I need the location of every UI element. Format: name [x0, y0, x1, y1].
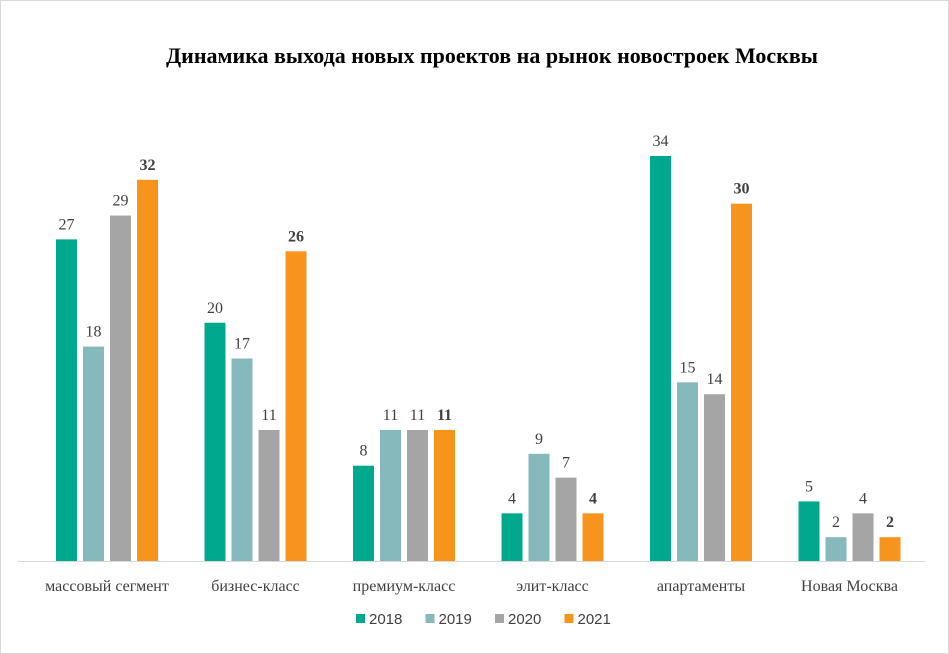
bar-2019-2 — [231, 358, 253, 561]
legend-swatch-2020 — [495, 614, 504, 623]
legend-label-2019: 2019 — [439, 611, 472, 628]
data-label-2021-1: 32 — [140, 157, 156, 174]
legend: 2018 2019 2020 2021 — [356, 611, 611, 628]
bar-2020-2 — [258, 429, 280, 561]
category-label-5: апартаменты — [657, 578, 745, 595]
data-label-2021-3: 11 — [437, 407, 452, 424]
bar-2018-3 — [353, 465, 374, 561]
bar-2019-3 — [380, 429, 401, 561]
data-label-2019-6: 2 — [832, 514, 840, 531]
data-label-2019-1: 18 — [86, 324, 102, 341]
bar-2019-1 — [83, 346, 104, 561]
data-label-2021-4: 4 — [589, 490, 597, 507]
data-label-2019-5: 15 — [680, 359, 696, 376]
chart-title: Динамика выхода новых проектов на рынок … — [166, 43, 818, 68]
bar-2018-5 — [650, 156, 671, 561]
data-label-2020-6: 4 — [859, 490, 867, 507]
bar-2020-3 — [407, 429, 428, 561]
bar-2018-4 — [501, 513, 523, 561]
bar-2021-3 — [434, 429, 455, 561]
legend-swatch-2018 — [356, 614, 365, 623]
legend-label-2018: 2018 — [369, 611, 402, 628]
bar-2021-1 — [137, 179, 158, 561]
bar-2018-2 — [204, 322, 226, 561]
data-label-2018-2: 20 — [207, 300, 223, 317]
data-label-2020-1: 29 — [113, 193, 129, 210]
legend-label-2021: 2021 — [578, 611, 611, 628]
bar-2018-1 — [56, 239, 77, 561]
bar-2020-6 — [852, 513, 874, 561]
bar-2021-2 — [285, 251, 307, 561]
data-label-2020-2: 11 — [261, 407, 276, 424]
category-label-2: бизнес-класс — [211, 578, 300, 595]
data-label-2018-3: 8 — [360, 443, 368, 460]
bar-2020-5 — [704, 394, 725, 561]
data-label-2019-2: 17 — [234, 336, 250, 353]
bar-2021-4 — [582, 513, 604, 561]
bar-2020-1 — [110, 215, 131, 561]
category-label-4: элит-класс — [516, 578, 589, 595]
legend-swatch-2019 — [425, 614, 435, 623]
category-label-3: премиум-класс — [353, 578, 456, 595]
bar-2019-5 — [677, 382, 698, 561]
bar-2021-5 — [731, 203, 752, 561]
data-label-2018-5: 34 — [653, 133, 669, 150]
data-label-2021-6: 2 — [886, 514, 894, 531]
data-label-2020-4: 7 — [562, 455, 570, 472]
data-label-2021-5: 30 — [734, 181, 750, 198]
category-label-6: Новая Москва — [801, 578, 898, 595]
bar-2021-6 — [879, 537, 901, 561]
data-label-2018-1: 27 — [59, 216, 75, 233]
data-label-2019-4: 9 — [535, 431, 543, 448]
bar-2020-4 — [555, 477, 577, 561]
bar-2019-4 — [528, 453, 550, 561]
data-label-2021-2: 26 — [288, 228, 304, 245]
legend-swatch-2021 — [564, 614, 574, 623]
bar-2018-6 — [798, 501, 820, 561]
data-label-2020-3: 11 — [410, 407, 425, 424]
legend-label-2020: 2020 — [508, 611, 541, 628]
data-label-2018-6: 5 — [805, 478, 813, 495]
category-label-1: массовый сегмент — [45, 578, 169, 595]
data-label-2019-3: 11 — [383, 407, 398, 424]
data-label-2018-4: 4 — [508, 490, 516, 507]
data-label-2020-5: 14 — [707, 371, 723, 388]
bar-2019-6 — [825, 537, 847, 561]
